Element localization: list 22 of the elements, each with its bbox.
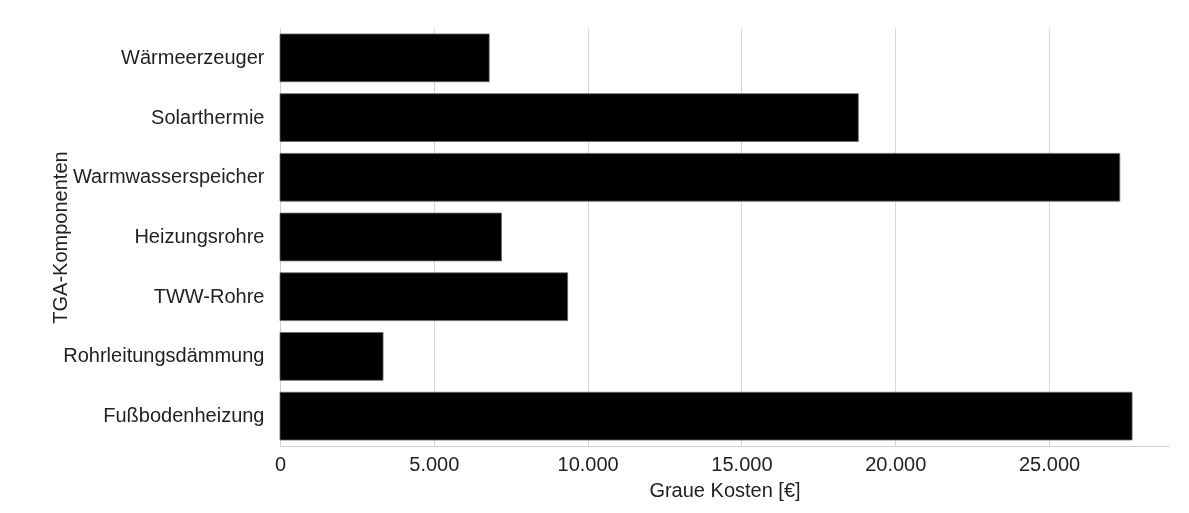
y-tick-label: Warmwasserspeicher xyxy=(72,165,265,188)
bar xyxy=(279,391,1133,441)
bar xyxy=(279,272,569,321)
x-tick-label: 0 xyxy=(274,452,287,475)
x-tick-label: 25.000 xyxy=(1018,452,1081,475)
bar xyxy=(279,332,384,381)
bar xyxy=(279,33,490,83)
bar xyxy=(279,153,1121,202)
x-axis-title: Graue Kosten [€] xyxy=(649,478,801,501)
y-axis-title: TGA-Komponenten xyxy=(48,151,71,324)
x-tick-label: 20.000 xyxy=(865,452,927,475)
x-tick-label: 10.000 xyxy=(557,452,619,475)
x-tick-label: 5.000 xyxy=(409,452,460,475)
y-tick-label: Rohrleitungsdämmung xyxy=(63,344,265,367)
y-tick-label: Heizungsrohre xyxy=(134,225,265,247)
y-tick-label: Fußbodenheizung xyxy=(103,404,265,427)
y-tick-label: TWW-Rohre xyxy=(153,284,265,307)
bar xyxy=(279,93,859,142)
x-tick-label: 15.000 xyxy=(711,452,773,475)
y-tick-label: Wärmeerzeuger xyxy=(121,45,265,68)
bar xyxy=(279,212,502,262)
y-tick-label: Solarthermie xyxy=(151,105,265,128)
